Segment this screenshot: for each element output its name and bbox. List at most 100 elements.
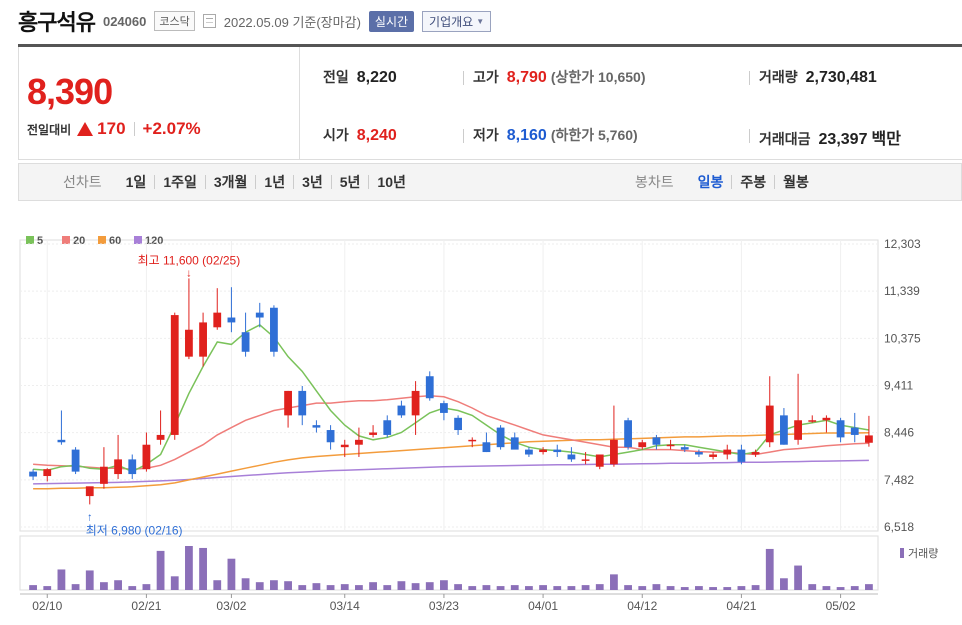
realtime-button[interactable]: 실시간 — [368, 10, 415, 32]
volume-bar — [737, 586, 746, 590]
lower-limit: (하한가 5,760) — [550, 127, 638, 143]
candle-body — [850, 427, 859, 435]
period-10y[interactable]: 10년 — [377, 174, 406, 190]
volume-bar — [525, 586, 533, 590]
period-3y[interactable]: 3년 — [294, 175, 332, 189]
volume-bar — [496, 586, 505, 590]
period-5y[interactable]: 5년 — [332, 175, 370, 189]
legend-label: 60 — [109, 235, 121, 247]
volume-bar — [539, 585, 547, 590]
candle-body — [723, 449, 732, 455]
volume-bar — [638, 586, 647, 590]
candle-body — [369, 432, 377, 435]
company-overview-button[interactable]: 기업개요 ▼ — [422, 10, 492, 32]
volume-bar — [85, 570, 94, 590]
candle-body — [751, 452, 760, 455]
candle-body — [298, 390, 307, 416]
x-tick-label: 03/14 — [330, 599, 360, 613]
volume-bar — [213, 580, 222, 590]
volume-bar — [567, 586, 576, 590]
candle-body — [525, 449, 533, 455]
candle-body — [539, 449, 547, 453]
candle-daily[interactable]: 일봉 — [690, 175, 733, 189]
volume-bar — [57, 569, 66, 590]
stat-amount: 거래대금 23,397 백만 — [759, 125, 901, 149]
volume-bar — [71, 584, 80, 590]
candle-body — [227, 317, 236, 323]
volume-bar — [255, 582, 264, 590]
candlestick-chart-svg: 5 20 60 120 12,303 11,339 10,375 9,411 8,446 7,48… — [19, 235, 938, 613]
volume-bar — [780, 578, 788, 590]
candle-body — [765, 405, 774, 443]
volume-bar — [425, 582, 434, 590]
period-3m[interactable]: 3개월 — [206, 175, 257, 189]
stock-code: 024060 — [102, 13, 147, 29]
y-tick-label: 11,339 — [884, 284, 920, 298]
candle-body — [737, 449, 746, 462]
stat-value: 8,220 — [356, 69, 397, 86]
market-badge: 코스닥 — [154, 11, 195, 31]
low-arrow-icon: ↑ — [87, 511, 93, 523]
candle-body — [794, 420, 802, 440]
calendar-icon — [202, 14, 216, 28]
low-annotation: 최저 6,980 (02/16) — [86, 523, 183, 537]
volume-legend-label: 거래량 — [908, 547, 938, 560]
company-overview-label: 기업개요 — [429, 14, 474, 29]
candle-body — [270, 307, 278, 352]
candle-body — [312, 425, 321, 428]
volume-bar — [270, 580, 278, 590]
x-tick-label: 03/23 — [429, 599, 459, 613]
volume-bar — [185, 546, 193, 590]
volume-bar — [241, 578, 250, 590]
x-tick-label: 04/01 — [528, 599, 558, 613]
stat-value: 8,790 — [506, 69, 547, 86]
quote-panel: 8,390 전일대비 170 +2.07% 전일 8,220 고가 8,790 … — [18, 44, 962, 160]
volume-bar — [553, 586, 562, 590]
change-amount: 170 — [97, 119, 126, 138]
candle-body — [170, 315, 179, 435]
volume-bar — [624, 585, 632, 590]
y-tick-label: 9,411 — [884, 378, 913, 392]
period-1y[interactable]: 1년 — [256, 175, 295, 189]
stat-label: 시가 — [323, 127, 349, 143]
candle-body — [241, 332, 250, 352]
price-change-row: 전일대비 170 +2.07% — [27, 119, 201, 139]
line-chart-label: 선차트 — [63, 174, 102, 190]
legend-swatch — [62, 236, 70, 244]
period-1w[interactable]: 1주일 — [155, 175, 206, 189]
volume-bar — [156, 550, 165, 590]
volume-bar — [312, 583, 321, 590]
change-label: 전일대비 — [27, 122, 72, 137]
up-arrow-icon — [77, 122, 94, 136]
y-tick-label: 8,446 — [884, 426, 914, 440]
base-date: 2022.05.09 기준(장마감) — [224, 12, 361, 31]
candle-body — [29, 471, 37, 477]
stat-low: 저가 8,160 (하한가 5,760) — [473, 125, 638, 145]
volume-bar — [482, 585, 491, 590]
candle-weekly[interactable]: 주봉 — [732, 175, 776, 189]
volume-bar — [765, 548, 774, 590]
volume-bar — [850, 586, 859, 590]
candle-monthly[interactable]: 월봉 — [783, 174, 809, 190]
candle-body — [114, 459, 122, 475]
volume-bar — [595, 584, 604, 590]
legend-label: 120 — [145, 235, 163, 247]
volume-bar — [128, 586, 137, 590]
volume-bar — [610, 574, 618, 590]
price-chart: 5 20 60 120 12,303 11,339 10,375 9,411 8,446 7,48… — [0, 228, 962, 625]
volume-bar — [326, 585, 335, 590]
legend-label: 5 — [37, 235, 43, 247]
candle-body — [100, 466, 108, 484]
candle-body — [71, 449, 80, 472]
candle-body — [397, 405, 406, 416]
volume-bar — [751, 585, 760, 590]
candle-body — [510, 437, 519, 450]
candle-body — [595, 454, 604, 467]
volume-bar — [468, 586, 477, 590]
stock-name: 흥구석유 — [18, 10, 96, 35]
candle-body — [624, 420, 632, 448]
period-1d[interactable]: 1일 — [118, 175, 156, 189]
volume-bar — [298, 585, 307, 590]
ma120-line — [33, 459, 869, 485]
y-tick-label: 12,303 — [884, 237, 921, 251]
